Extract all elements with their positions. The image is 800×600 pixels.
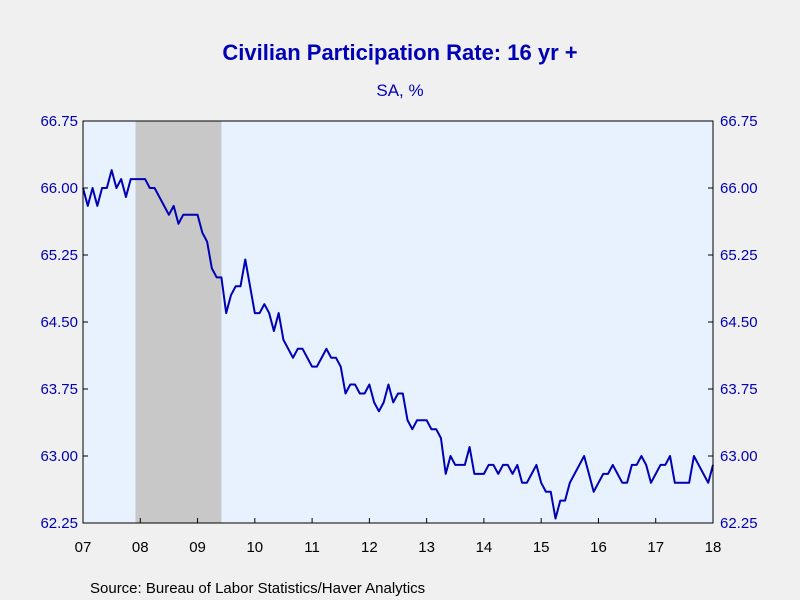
- y-tick-label-left: 65.25: [40, 247, 78, 264]
- series-line: [82, 169, 714, 520]
- y-tick-label-left: 66.75: [40, 113, 78, 130]
- y-tick-label-right: 64.50: [720, 314, 758, 331]
- x-tick-label: 07: [75, 539, 92, 556]
- y-axis-left: 66.75 66.00 65.25 64.50 63.75 63.00 62.25: [40, 113, 88, 532]
- x-axis: 07 08 09 10 11 12 13 14 15 16 17 18: [75, 518, 722, 556]
- y-tick-label-left: 63.75: [40, 381, 78, 398]
- x-tick-label: 08: [132, 539, 149, 556]
- source-note: Source: Bureau of Labor Statistics/Haver…: [90, 580, 425, 597]
- y-tick-label-right: 63.75: [720, 381, 758, 398]
- y-tick-label-right: 65.25: [720, 247, 758, 264]
- recession-shading: [135, 121, 222, 523]
- y-axis-right: 66.75 66.00 65.25 64.50 63.75 63.00 62.25: [708, 113, 758, 532]
- y-tick-label-right: 63.00: [720, 448, 758, 465]
- x-tick-label: 10: [246, 539, 263, 556]
- y-tick-label-right: 66.00: [720, 180, 758, 197]
- x-tick-label: 17: [647, 539, 664, 556]
- x-tick-label: 15: [533, 539, 550, 556]
- chart-subtitle: SA, %: [376, 81, 423, 100]
- x-tick-label: 09: [189, 539, 206, 556]
- x-tick-label: 16: [590, 539, 607, 556]
- x-tick-label: 11: [304, 539, 320, 556]
- chart-title: Civilian Participation Rate: 16 yr +: [222, 40, 577, 65]
- x-tick-label: 12: [361, 539, 378, 556]
- y-tick-label-left: 66.00: [40, 180, 78, 197]
- y-tick-label-left: 62.25: [40, 515, 78, 532]
- x-tick-label: 18: [705, 539, 722, 556]
- y-tick-label-left: 64.50: [40, 314, 78, 331]
- x-tick-label: 14: [476, 539, 493, 556]
- y-tick-label-left: 63.00: [40, 448, 78, 465]
- x-tick-label: 13: [418, 539, 435, 556]
- y-tick-label-right: 62.25: [720, 515, 758, 532]
- y-tick-label-right: 66.75: [720, 113, 758, 130]
